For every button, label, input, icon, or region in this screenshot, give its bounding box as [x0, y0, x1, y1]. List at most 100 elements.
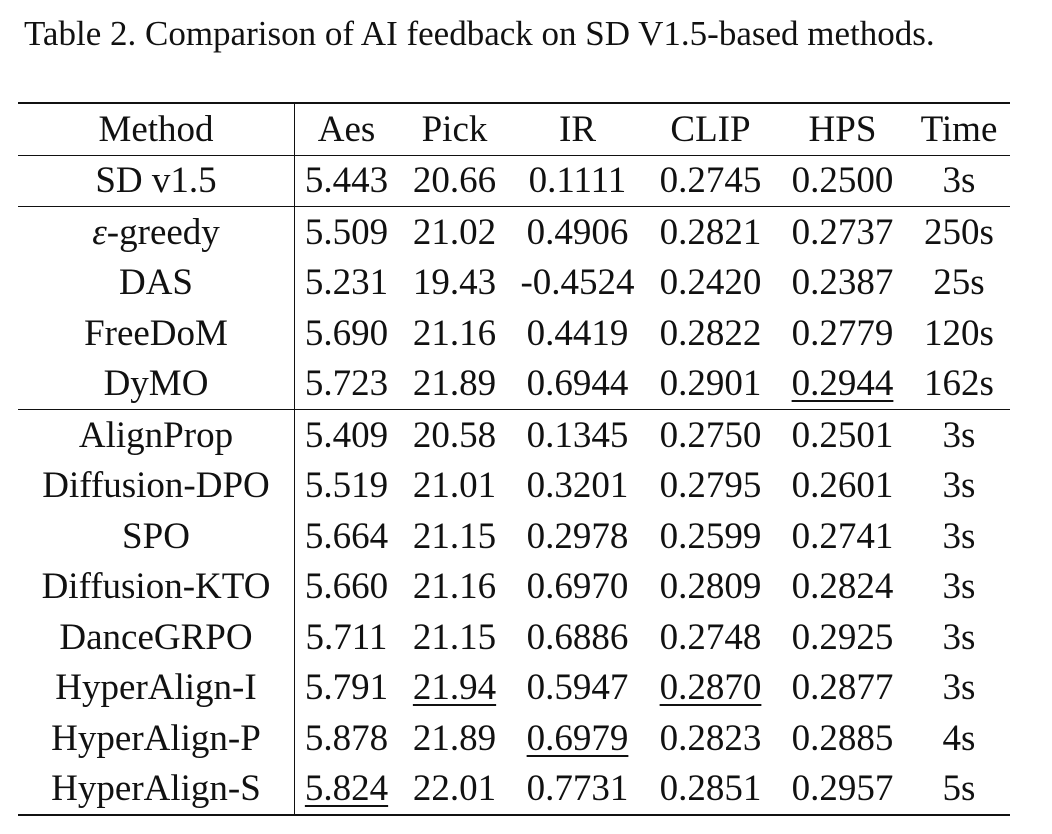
cell-hps: 0.2925 — [791, 616, 894, 658]
cell-hps: 0.2877 — [791, 667, 894, 709]
cell-aes: 5.660 — [304, 566, 389, 608]
cell-clip: 0.2823 — [659, 717, 762, 759]
cell-aes: 5.723 — [304, 363, 389, 405]
cell-pick: 21.89 — [412, 363, 497, 405]
header-clip: CLIP — [670, 108, 751, 150]
table-group-fine-tuning: AlignProp 5.409 20.58 0.1345 0.2750 0.25… — [18, 409, 1010, 816]
cell-time: 120s — [924, 312, 994, 354]
cell-time: 3s — [942, 414, 976, 456]
cell-clip: 0.2420 — [659, 262, 762, 304]
cell-hps: 0.2779 — [791, 312, 894, 354]
cell-hps: 0.2824 — [791, 566, 894, 608]
cell-ir: 0.6944 — [526, 363, 629, 405]
cell-pick: 21.15 — [412, 515, 497, 557]
cell-hps: 0.2737 — [791, 211, 894, 253]
table-row: HyperAlign-S 5.824 22.01 0.7731 0.2851 0… — [18, 763, 1010, 816]
table-row: ε-greedy 5.509 21.02 0.4906 0.2821 0.273… — [18, 206, 1010, 258]
cell-method: DAS — [18, 257, 295, 308]
table-group-base: SD v1.5 5.443 20.66 0.1111 0.2745 0.2500… — [18, 155, 1010, 207]
cell-ir: 0.6970 — [526, 566, 629, 608]
cell-time: 3s — [942, 616, 976, 658]
second-best-value: 0.2944 — [791, 363, 894, 405]
table-row: HyperAlign-P 5.878 21.89 0.6979 0.2823 0… — [18, 713, 1010, 764]
cell-clip-best: 0.2901 — [659, 363, 762, 405]
cell-aes: 5.519 — [304, 465, 389, 507]
cell-pick: 21.89 — [412, 717, 497, 759]
cell-time: 3s — [942, 667, 976, 709]
cell-aes: 5.509 — [304, 211, 389, 253]
cell-ir: -0.4524 — [520, 262, 635, 304]
cell-pick: 21.01 — [412, 465, 497, 507]
method-name: -greedy — [106, 211, 220, 253]
results-table: Method Aes Pick IR CLIP HPS Time SD v1.5… — [18, 102, 1010, 816]
cell-pick: 21.94 — [398, 663, 511, 714]
cell-hps-best: 0.2957 — [791, 768, 894, 810]
cell-aes: 5.791 — [304, 667, 389, 709]
cell-pick: 19.43 — [412, 262, 497, 304]
cell-hps: 0.2500 — [791, 160, 894, 202]
table-row: FreeDoM 5.690 21.16 0.4419 0.2822 0.2779… — [18, 308, 1010, 359]
cell-aes: 5.824 — [295, 764, 399, 816]
cell-clip: 0.2822 — [659, 312, 762, 354]
cell-method: HyperAlign-I — [18, 662, 295, 713]
cell-hps: 0.2741 — [791, 515, 894, 557]
table-row: AlignProp 5.409 20.58 0.1345 0.2750 0.25… — [18, 409, 1010, 461]
cell-method: Diffusion-KTO — [18, 561, 295, 612]
second-best-value: 21.94 — [412, 667, 497, 709]
cell-aes: 5.690 — [304, 312, 389, 354]
cell-pick: 21.02 — [412, 211, 497, 253]
cell-clip: 0.2851 — [659, 768, 762, 810]
cell-pick: 21.15 — [412, 616, 497, 658]
header-aes: Aes — [317, 108, 376, 150]
cell-ir: 0.4419 — [526, 312, 629, 354]
header-time: Time — [920, 108, 998, 150]
cell-clip: 0.2750 — [659, 414, 762, 456]
cell-pick: 20.58 — [412, 414, 497, 456]
cell-clip: 0.2870 — [644, 663, 777, 714]
cell-method: HyperAlign-P — [18, 713, 295, 764]
cell-method: DanceGRPO — [18, 612, 295, 663]
header-method: Method — [18, 103, 295, 155]
header-row: Method Aes Pick IR CLIP HPS Time — [18, 103, 1010, 155]
cell-aes-best: 5.878 — [304, 717, 389, 759]
cell-time: 3s — [942, 160, 976, 202]
cell-hps: 0.2944 — [777, 359, 908, 410]
cell-time: 4s — [942, 717, 976, 759]
cell-clip: 0.2809 — [659, 566, 762, 608]
cell-ir: 0.6886 — [526, 616, 629, 658]
cell-method: FreeDoM — [18, 308, 295, 359]
cell-method: Diffusion-DPO — [18, 460, 295, 511]
cell-clip: 0.2745 — [659, 160, 762, 202]
cell-pick-best: 22.01 — [412, 768, 497, 810]
cell-aes: 5.231 — [304, 262, 389, 304]
cell-hps: 0.2387 — [791, 262, 894, 304]
cell-aes: 5.409 — [304, 414, 389, 456]
cell-aes: 5.443 — [304, 160, 389, 202]
cell-method: SD v1.5 — [18, 155, 295, 207]
table-row: Diffusion-KTO 5.660 21.16 0.6970 0.2809 … — [18, 561, 1010, 612]
cell-time: 250s — [924, 211, 994, 253]
cell-ir: 0.5947 — [526, 667, 629, 709]
epsilon-symbol: ε — [92, 211, 107, 253]
table-row: SPO 5.664 21.15 0.2978 0.2599 0.2741 3s — [18, 511, 1010, 562]
cell-clip: 0.2748 — [659, 616, 762, 658]
table-row: Diffusion-DPO 5.519 21.01 0.3201 0.2795 … — [18, 460, 1010, 511]
cell-method: HyperAlign-S — [18, 763, 295, 815]
cell-ir: 0.4906 — [526, 211, 629, 253]
second-best-value: 0.6979 — [526, 717, 629, 759]
cell-aes: 5.711 — [305, 616, 388, 658]
cell-ir: 0.6979 — [511, 713, 644, 764]
cell-method: SPO — [18, 511, 295, 562]
cell-hps: 0.2885 — [791, 717, 894, 759]
header-ir: IR — [559, 108, 596, 150]
table-row: DanceGRPO 5.711 21.15 0.6886 0.2748 0.29… — [18, 612, 1010, 663]
cell-clip: 0.2821 — [659, 211, 762, 253]
cell-method: AlignProp — [18, 409, 295, 461]
header-pick: Pick — [421, 108, 488, 150]
cell-clip: 0.2795 — [659, 465, 762, 507]
table-row: SD v1.5 5.443 20.66 0.1111 0.2745 0.2500… — [18, 155, 1010, 207]
cell-pick: 21.16 — [412, 312, 497, 354]
table-row: HyperAlign-I 5.791 21.94 0.5947 0.2870 0… — [18, 662, 1010, 714]
cell-hps: 0.2601 — [791, 465, 894, 507]
cell-ir: 0.3201 — [526, 465, 629, 507]
